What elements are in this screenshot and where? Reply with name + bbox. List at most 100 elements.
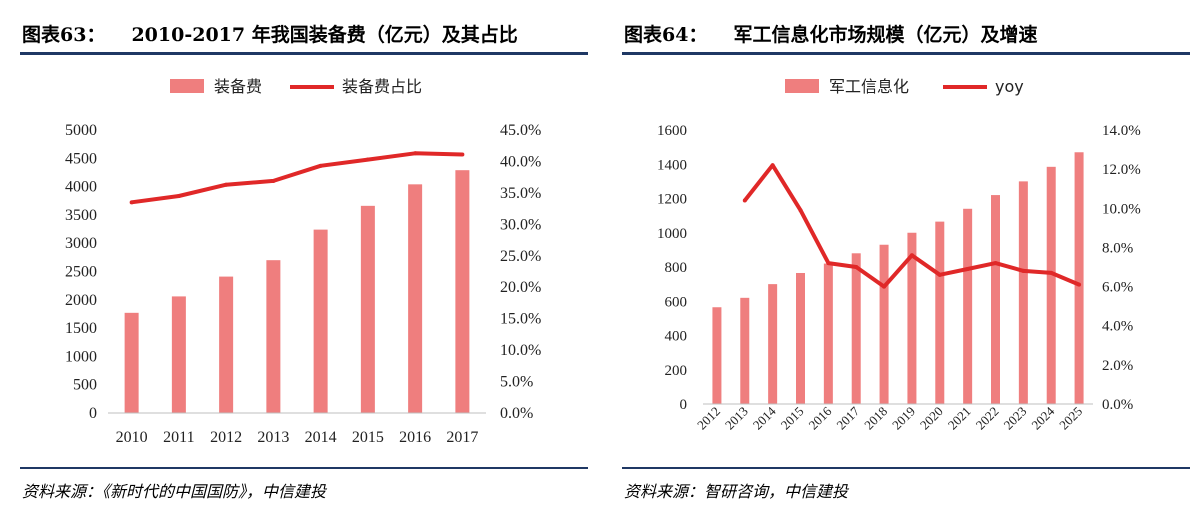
left-axis-tick-label: 3000 <box>65 235 97 252</box>
bar <box>455 170 470 413</box>
line-point <box>909 253 914 258</box>
x-tick-label: 2015 <box>352 429 384 446</box>
bar <box>124 312 139 413</box>
right-axis-tick-label: 10.0% <box>1102 201 1141 217</box>
left-axis-tick-label: 1400 <box>657 157 687 173</box>
x-tick-label: 2012 <box>210 429 242 446</box>
line-point <box>460 152 465 157</box>
left-axis-tick-label: 2000 <box>65 292 97 309</box>
chart-title: 图表64： 军工信息化市场规模（亿元）及增速 <box>624 20 1037 47</box>
line-point <box>854 265 859 269</box>
right-axis-tick-label: 35.0% <box>500 185 541 202</box>
left-axis-tick-label: 600 <box>665 294 688 310</box>
bar <box>1074 152 1084 404</box>
x-tick-label: 2020 <box>917 404 946 433</box>
x-tick-label: 2016 <box>805 403 834 432</box>
source-note: 资料来源：《新时代的中国国防》，中信建投 <box>22 482 327 501</box>
chart-title: 图表63： 2010-2017 年我国装备费（亿元）及其占比 <box>22 20 518 47</box>
right-axis-tick-label: 0.0% <box>1102 397 1133 413</box>
legend-label-bar: 装备费 <box>214 77 262 96</box>
x-tick-label: 2019 <box>889 404 918 433</box>
left-axis-tick-label: 1600 <box>657 123 687 139</box>
right-axis-tick-label: 25.0% <box>500 248 541 265</box>
x-tick-label: 2013 <box>722 404 751 433</box>
x-tick-label: 2012 <box>694 404 723 433</box>
x-tick-label: 2025 <box>1056 404 1085 433</box>
bar <box>907 232 917 404</box>
line-point <box>176 194 181 199</box>
figure-label: 图表63： <box>22 24 106 46</box>
bar <box>1018 181 1028 404</box>
right-axis-tick-label: 10.0% <box>500 342 541 359</box>
bar <box>796 272 805 404</box>
x-tick-label: 2017 <box>446 429 478 446</box>
x-tick-label: 2013 <box>257 429 289 446</box>
line-point <box>129 200 134 205</box>
source-note: 资料来源：智研咨询，中信建投 <box>624 482 849 501</box>
line-point <box>271 178 276 183</box>
line-point <box>365 157 370 162</box>
bar <box>1046 166 1056 404</box>
left-axis-tick-label: 4500 <box>65 150 97 167</box>
line-point <box>965 266 970 271</box>
left-axis-tick-label: 1000 <box>657 226 687 242</box>
bar <box>360 205 375 413</box>
left-axis-tick-label: 400 <box>665 329 688 345</box>
right-axis-tick-label: 40.0% <box>500 153 541 170</box>
left-axis-tick-label: 200 <box>665 363 688 379</box>
bar <box>712 307 722 404</box>
bar <box>963 208 973 404</box>
x-tick-label: 2014 <box>305 429 337 446</box>
bar <box>823 263 833 404</box>
right-axis-tick-label: 20.0% <box>500 279 541 296</box>
right-axis-tick-label: 14.0% <box>1102 123 1141 139</box>
left-axis-tick-label: 0 <box>680 397 688 413</box>
bar <box>266 260 281 413</box>
line-point <box>826 261 831 266</box>
line-point <box>742 198 747 203</box>
left-axis-tick-label: 1000 <box>65 348 97 365</box>
equipment-chart: 装备费 装备费占比50004500400035003000250020001500… <box>65 77 541 446</box>
bar <box>313 229 328 413</box>
bar <box>740 297 750 404</box>
left-axis-tick-label: 4000 <box>65 179 97 196</box>
line-point <box>770 163 775 168</box>
figure-label: 图表64： <box>624 24 708 46</box>
left-axis-tick-label: 3500 <box>65 207 97 224</box>
line-point <box>937 272 942 277</box>
x-tick-label: 2023 <box>1000 404 1029 433</box>
line-point <box>413 151 418 156</box>
legend-label-line: yoy <box>995 77 1024 96</box>
line-point <box>318 163 323 168</box>
left-axis-tick-label: 1500 <box>65 320 97 337</box>
left-axis-tick-label: 1200 <box>657 192 687 208</box>
line-series <box>131 151 463 205</box>
bar <box>935 221 945 404</box>
figure-title: 军工信息化市场规模（亿元）及增速 <box>733 24 1038 46</box>
bar <box>171 296 186 413</box>
line-point <box>993 261 998 266</box>
right-axis-tick-label: 30.0% <box>500 216 541 233</box>
line-point <box>882 284 887 289</box>
bar <box>408 184 423 413</box>
title-rule <box>622 52 1190 55</box>
chart-panel-informatization: 图表64： 军工信息化市场规模（亿元）及增速 军工信息化 yoy 1600 1400 12… <box>602 0 1204 520</box>
right-axis-tick-label: 12.0% <box>1102 162 1141 178</box>
x-tick-label: 2024 <box>1028 403 1057 432</box>
x-tick-label: 2014 <box>750 403 779 432</box>
title-rule <box>20 52 588 55</box>
bar <box>768 284 778 404</box>
left-axis-tick-label: 2500 <box>65 264 97 281</box>
line-point <box>1021 268 1026 273</box>
bar <box>219 276 234 413</box>
line-point <box>1049 270 1054 275</box>
informatization-chart: 军工信息化 yoy 1600 1400 1200 1000 800 600 400 200 0 14.… <box>657 77 1141 433</box>
right-axis-tick-label: 15.0% <box>500 311 541 328</box>
left-axis-tick-label: 5000 <box>65 122 97 139</box>
legend-label-bar: 军工信息化 <box>829 77 909 96</box>
source-rule <box>622 467 1190 469</box>
right-axis-tick-label: 0.0% <box>500 405 533 422</box>
x-tick-label: 2016 <box>399 429 431 446</box>
legend-bar-swatch <box>785 79 819 93</box>
x-tick-label: 2018 <box>861 404 890 433</box>
